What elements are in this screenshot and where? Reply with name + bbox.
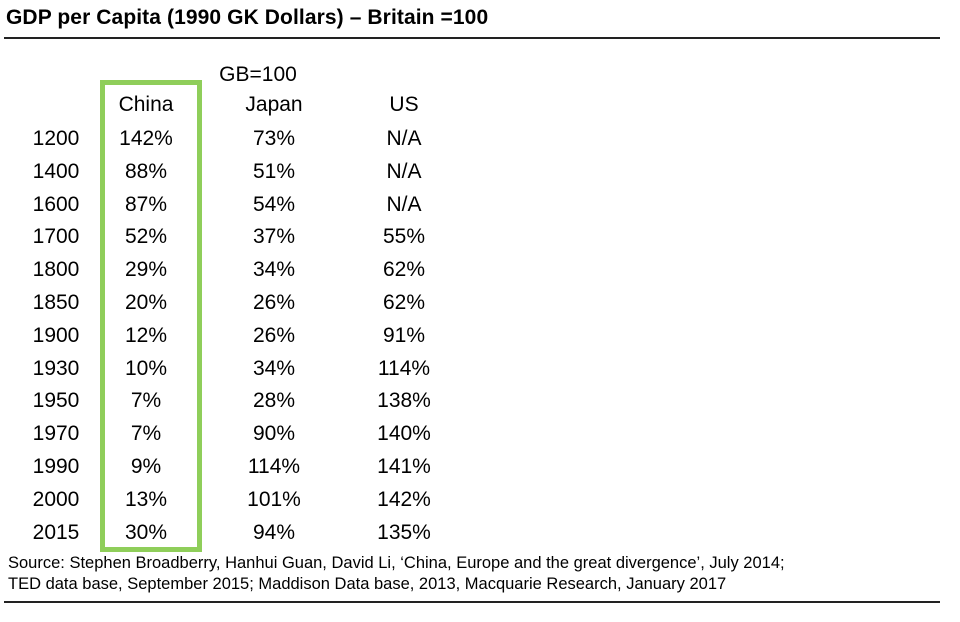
table-cell-us: 91% [382,323,426,347]
source-line-1: Source: Stephen Broadberry, Hanhui Guan,… [8,554,785,572]
table-cell-china: 142% [119,127,173,150]
row-year-label: 1700 [32,225,80,249]
table-cell-japan: 90% [252,422,296,446]
table-cell-japan: 94% [252,520,296,544]
table-cell-china: 29% [124,258,168,282]
table-cell-japan: 34% [252,356,296,380]
row-year-label: 1990 [32,455,80,478]
table-cell-japan: 26% [252,291,296,314]
table-cell-china: 52% [124,225,168,249]
table-cell-china: 13% [124,487,168,511]
table-cell-us: 138% [377,389,431,413]
source-note: Source: Stephen Broadberry, Hanhui Guan,… [8,553,785,595]
table-cell-japan: 28% [252,389,296,413]
row-year-label: 1850 [32,291,80,314]
row-year-label: 2015 [32,520,80,544]
row-year-label: 1970 [32,422,80,446]
table-cell-us: 55% [382,225,426,249]
row-year-label: 1200 [32,127,80,150]
table-cell-us: 135% [377,520,431,544]
table-cell-us: 62% [382,291,426,314]
table-cell-japan: 51% [252,159,296,183]
column-header-japan: Japan [245,93,303,116]
row-year-label: 1930 [32,356,80,380]
table-cell-china: 12% [124,323,168,347]
table-cell-us: N/A [386,127,422,150]
table-cell-china: 7% [130,389,162,413]
table-cell-us: 62% [382,258,426,282]
table-cell-us: 140% [377,422,431,446]
table-cell-china: 9% [130,455,162,478]
table-cell-japan: 34% [252,258,296,282]
table-cell-japan: 54% [252,192,296,216]
table-cell-us: N/A [386,159,422,183]
column-header-us: US [389,93,419,116]
column-header-china: China [118,93,174,116]
table-cell-us: 114% [377,356,431,380]
china-column-highlight [100,80,202,552]
bottom-rule [4,601,940,603]
table-cell-china: 20% [124,291,168,314]
row-year-label: 2000 [32,487,80,511]
table-cell-china: 7% [130,422,162,446]
row-year-label: 1400 [32,159,80,183]
table-cell-us: 142% [377,487,431,511]
row-year-label: 1900 [32,323,80,347]
top-rule [4,37,940,39]
table-cell-japan: 26% [252,323,296,347]
row-year-label: 1600 [32,192,80,216]
table-cell-us: 141% [377,455,431,478]
table-cell-china: 30% [124,520,168,544]
table-cell-china: 10% [124,356,168,380]
table-cell-japan: 101% [247,487,301,511]
table-cell-japan: 37% [252,225,296,249]
table-cell-japan: 73% [252,127,296,150]
table-note: GB=100 [219,63,297,86]
table-cell-us: N/A [386,192,422,216]
table-cell-china: 88% [124,159,168,183]
row-year-label: 1800 [32,258,80,282]
row-year-label: 1950 [32,389,80,413]
table-cell-china: 87% [124,192,168,216]
source-line-2: TED data base, September 2015; Maddison … [8,575,727,593]
table-cell-japan: 114% [247,455,301,478]
chart-title: GDP per Capita (1990 GK Dollars) – Brita… [6,6,489,29]
